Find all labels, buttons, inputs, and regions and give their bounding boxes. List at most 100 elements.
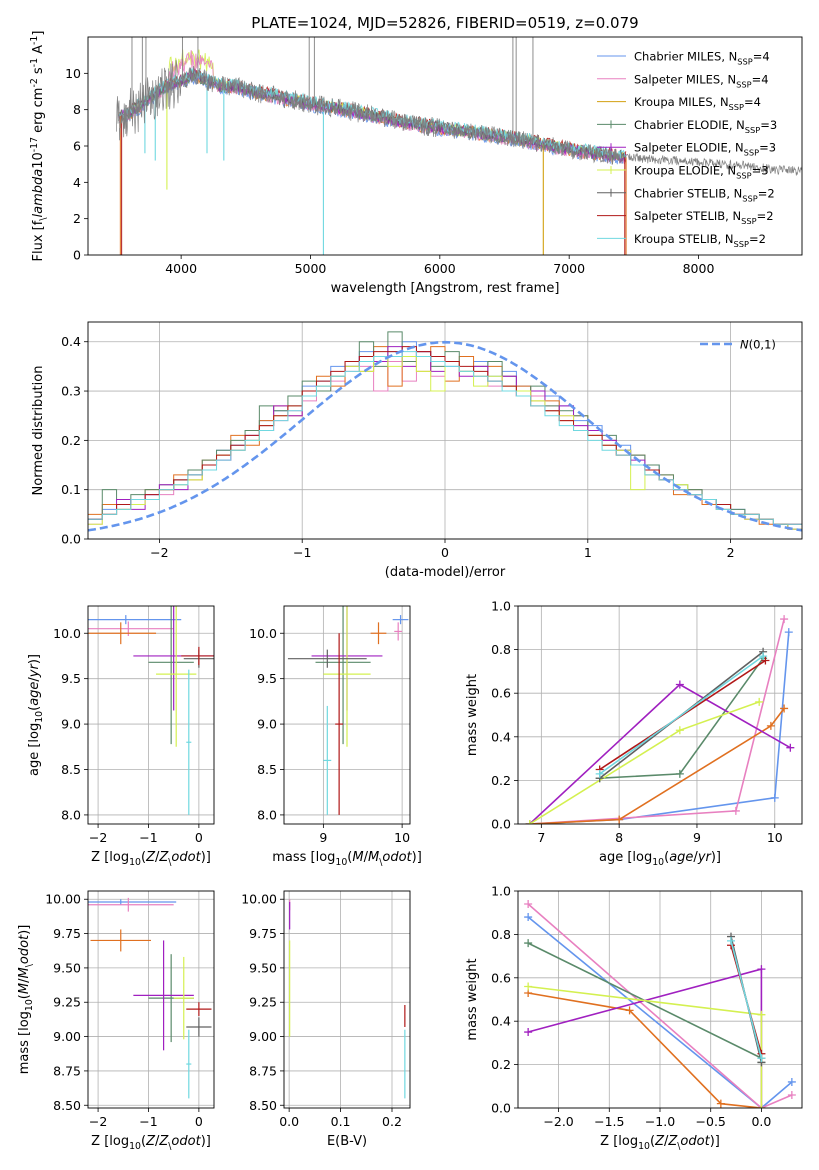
legend-label: Kroupa STELIB, NSSP=2	[634, 232, 766, 249]
x-axis-label: Z [log10(Z/Z\odot)]	[600, 1134, 720, 1152]
plot-area	[287, 606, 409, 815]
y-tick-label: 9.5	[257, 671, 277, 686]
y-tick-label: 9.00	[249, 1029, 277, 1044]
plot-area	[88, 606, 214, 815]
x-tick-label: 0	[195, 1114, 203, 1129]
x-tick-label: 0	[195, 830, 203, 845]
y-tick-label: 0.6	[491, 970, 511, 985]
y-tick-label: 0	[73, 248, 81, 263]
mass-weight-point	[787, 1077, 796, 1086]
x-tick-label: −0.5	[696, 1114, 726, 1129]
y-tick-label: 0.2	[61, 433, 81, 448]
x-axis-label: wavelength [Angstrom, rest frame]	[331, 281, 560, 296]
chart-title: PLATE=1024, MJD=52826, FIBERID=0519, z=0…	[251, 14, 638, 32]
axes-frame	[87, 36, 803, 256]
mass-weight-point	[675, 726, 684, 735]
x-tick-label: −2	[150, 545, 168, 560]
x-tick-label: 0.0	[279, 1114, 299, 1129]
legend-label: Chabrier MILES, NSSP=4	[634, 50, 770, 67]
normal-curve-line	[88, 340, 802, 532]
y-tick-label: 9.0	[61, 717, 81, 732]
y-axis-label: mass [log10(M/M\odot)]	[17, 925, 35, 1075]
y-tick-label: 10.0	[249, 626, 277, 641]
x-axis-label: (data-model)/error	[385, 565, 506, 580]
x-tick-label: 1	[584, 545, 592, 560]
mass-weight-point	[755, 697, 764, 706]
y-axis-label: mass weight	[465, 958, 480, 1040]
legend-label: Salpeter STELIB, NSSP=2	[634, 209, 774, 226]
mass-weight-line	[529, 701, 760, 824]
mass-weight-line	[527, 903, 793, 1108]
model-spectrum-line	[118, 66, 627, 160]
mass-weight-point	[716, 1099, 725, 1108]
mass-weight-point	[524, 982, 533, 991]
axes-frame	[517, 605, 803, 825]
mass-weight-line	[529, 708, 785, 824]
panel-3: 9 10 8.0 8.5 9.0 9.5 10.0 mass [log10(M/M\odot)…	[249, 605, 422, 868]
legend-label: Chabrier STELIB, NSSP=2	[634, 186, 775, 203]
y-tick-label: 8.75	[53, 1063, 81, 1078]
data-spectrum-line	[116, 59, 802, 176]
plot-area	[524, 900, 796, 1108]
y-tick-label: 8	[73, 102, 81, 117]
axes-frame	[283, 890, 411, 1109]
x-axis-label: Z [log10(Z/Z\odot)]	[91, 1134, 211, 1152]
y-tick-label: 8.50	[53, 1098, 81, 1113]
y-tick-label: 0.6	[491, 686, 511, 701]
panel-2: −2 −1 0 8.0 8.5 9.0 9.5 10.0 Z [log10(Z/Z\odot)]…	[27, 605, 215, 868]
mass-weight-point	[759, 652, 768, 661]
x-tick-label: −1	[139, 1114, 157, 1129]
y-tick-label: 9.75	[249, 926, 277, 941]
y-axis-label: mass weight	[465, 674, 480, 756]
legend-label: Kroupa MILES, NSSP=4	[634, 95, 761, 112]
y-tick-label: 9.5	[61, 671, 81, 686]
y-tick-label: 2	[73, 211, 81, 226]
y-axis-label: Normed distribution	[31, 366, 46, 496]
axes-frame	[87, 321, 803, 540]
mass-weight-line	[528, 985, 763, 1108]
y-tick-label: 0.0	[491, 817, 511, 832]
y-tick-label: 9.50	[249, 960, 277, 975]
legend-label: Chabrier ELODIE, NSSP=3	[634, 118, 777, 135]
y-tick-label: 4	[73, 175, 81, 190]
mass-weight-point	[625, 1006, 634, 1015]
mass-weight-point	[731, 806, 740, 815]
mass-weight-point	[786, 743, 795, 752]
mass-weight-point	[615, 815, 624, 824]
y-tick-label: 0.0	[61, 532, 81, 547]
y-tick-label: 0.0	[491, 1101, 511, 1116]
y-tick-label: 8.50	[249, 1098, 277, 1113]
y-tick-label: 8.75	[249, 1063, 277, 1078]
x-tick-label: 7	[537, 830, 545, 845]
x-tick-label: 0.1	[331, 1114, 351, 1129]
panel-1: −2 −1 0 1 2 0.0 0.1 0.2 0.3 0.4 (data-model)/error…	[31, 321, 803, 580]
x-tick-label: 8000	[683, 261, 715, 276]
legend-label: Kroupa ELODIE, NSSP=3	[634, 164, 769, 181]
y-tick-label: 0.4	[491, 729, 511, 744]
mass-weight-point	[784, 628, 793, 637]
y-tick-label: 1.0	[491, 599, 511, 614]
panel-4: 7 8 9 10 0.0 0.2 0.4 0.6 0.8 1.0 age [log10(age/yr…	[465, 599, 803, 868]
mass-weight-point	[761, 656, 770, 665]
axes-frame	[87, 890, 215, 1109]
x-axis-label: E(B-V)	[327, 1134, 367, 1149]
x-tick-label: 2	[727, 545, 735, 560]
y-tick-label: 0.4	[491, 1014, 511, 1029]
plot-area	[88, 897, 212, 1099]
mass-weight-point	[766, 721, 775, 730]
x-tick-label: −2.0	[543, 1114, 573, 1129]
y-tick-label: 10.0	[53, 626, 81, 641]
y-tick-label: 10	[65, 66, 81, 81]
panel-7: −2.0 −1.5 −1.0 −0.5 0.0 0.0 0.2 0.4 0.6 0.8 1.0 Z […	[465, 884, 803, 1152]
y-tick-label: 0.8	[491, 642, 511, 657]
x-tick-label: 7000	[553, 261, 585, 276]
x-tick-label: 9	[319, 830, 327, 845]
mass-weight-point	[524, 939, 533, 948]
mass-weight-line	[730, 940, 763, 1059]
mass-weight-point	[770, 793, 779, 802]
mass-weight-point	[524, 900, 533, 909]
y-tick-label: 6	[73, 139, 81, 154]
x-tick-label: −1.0	[645, 1114, 675, 1129]
mass-weight-point	[525, 820, 534, 824]
x-tick-label: 0.2	[382, 1114, 402, 1129]
